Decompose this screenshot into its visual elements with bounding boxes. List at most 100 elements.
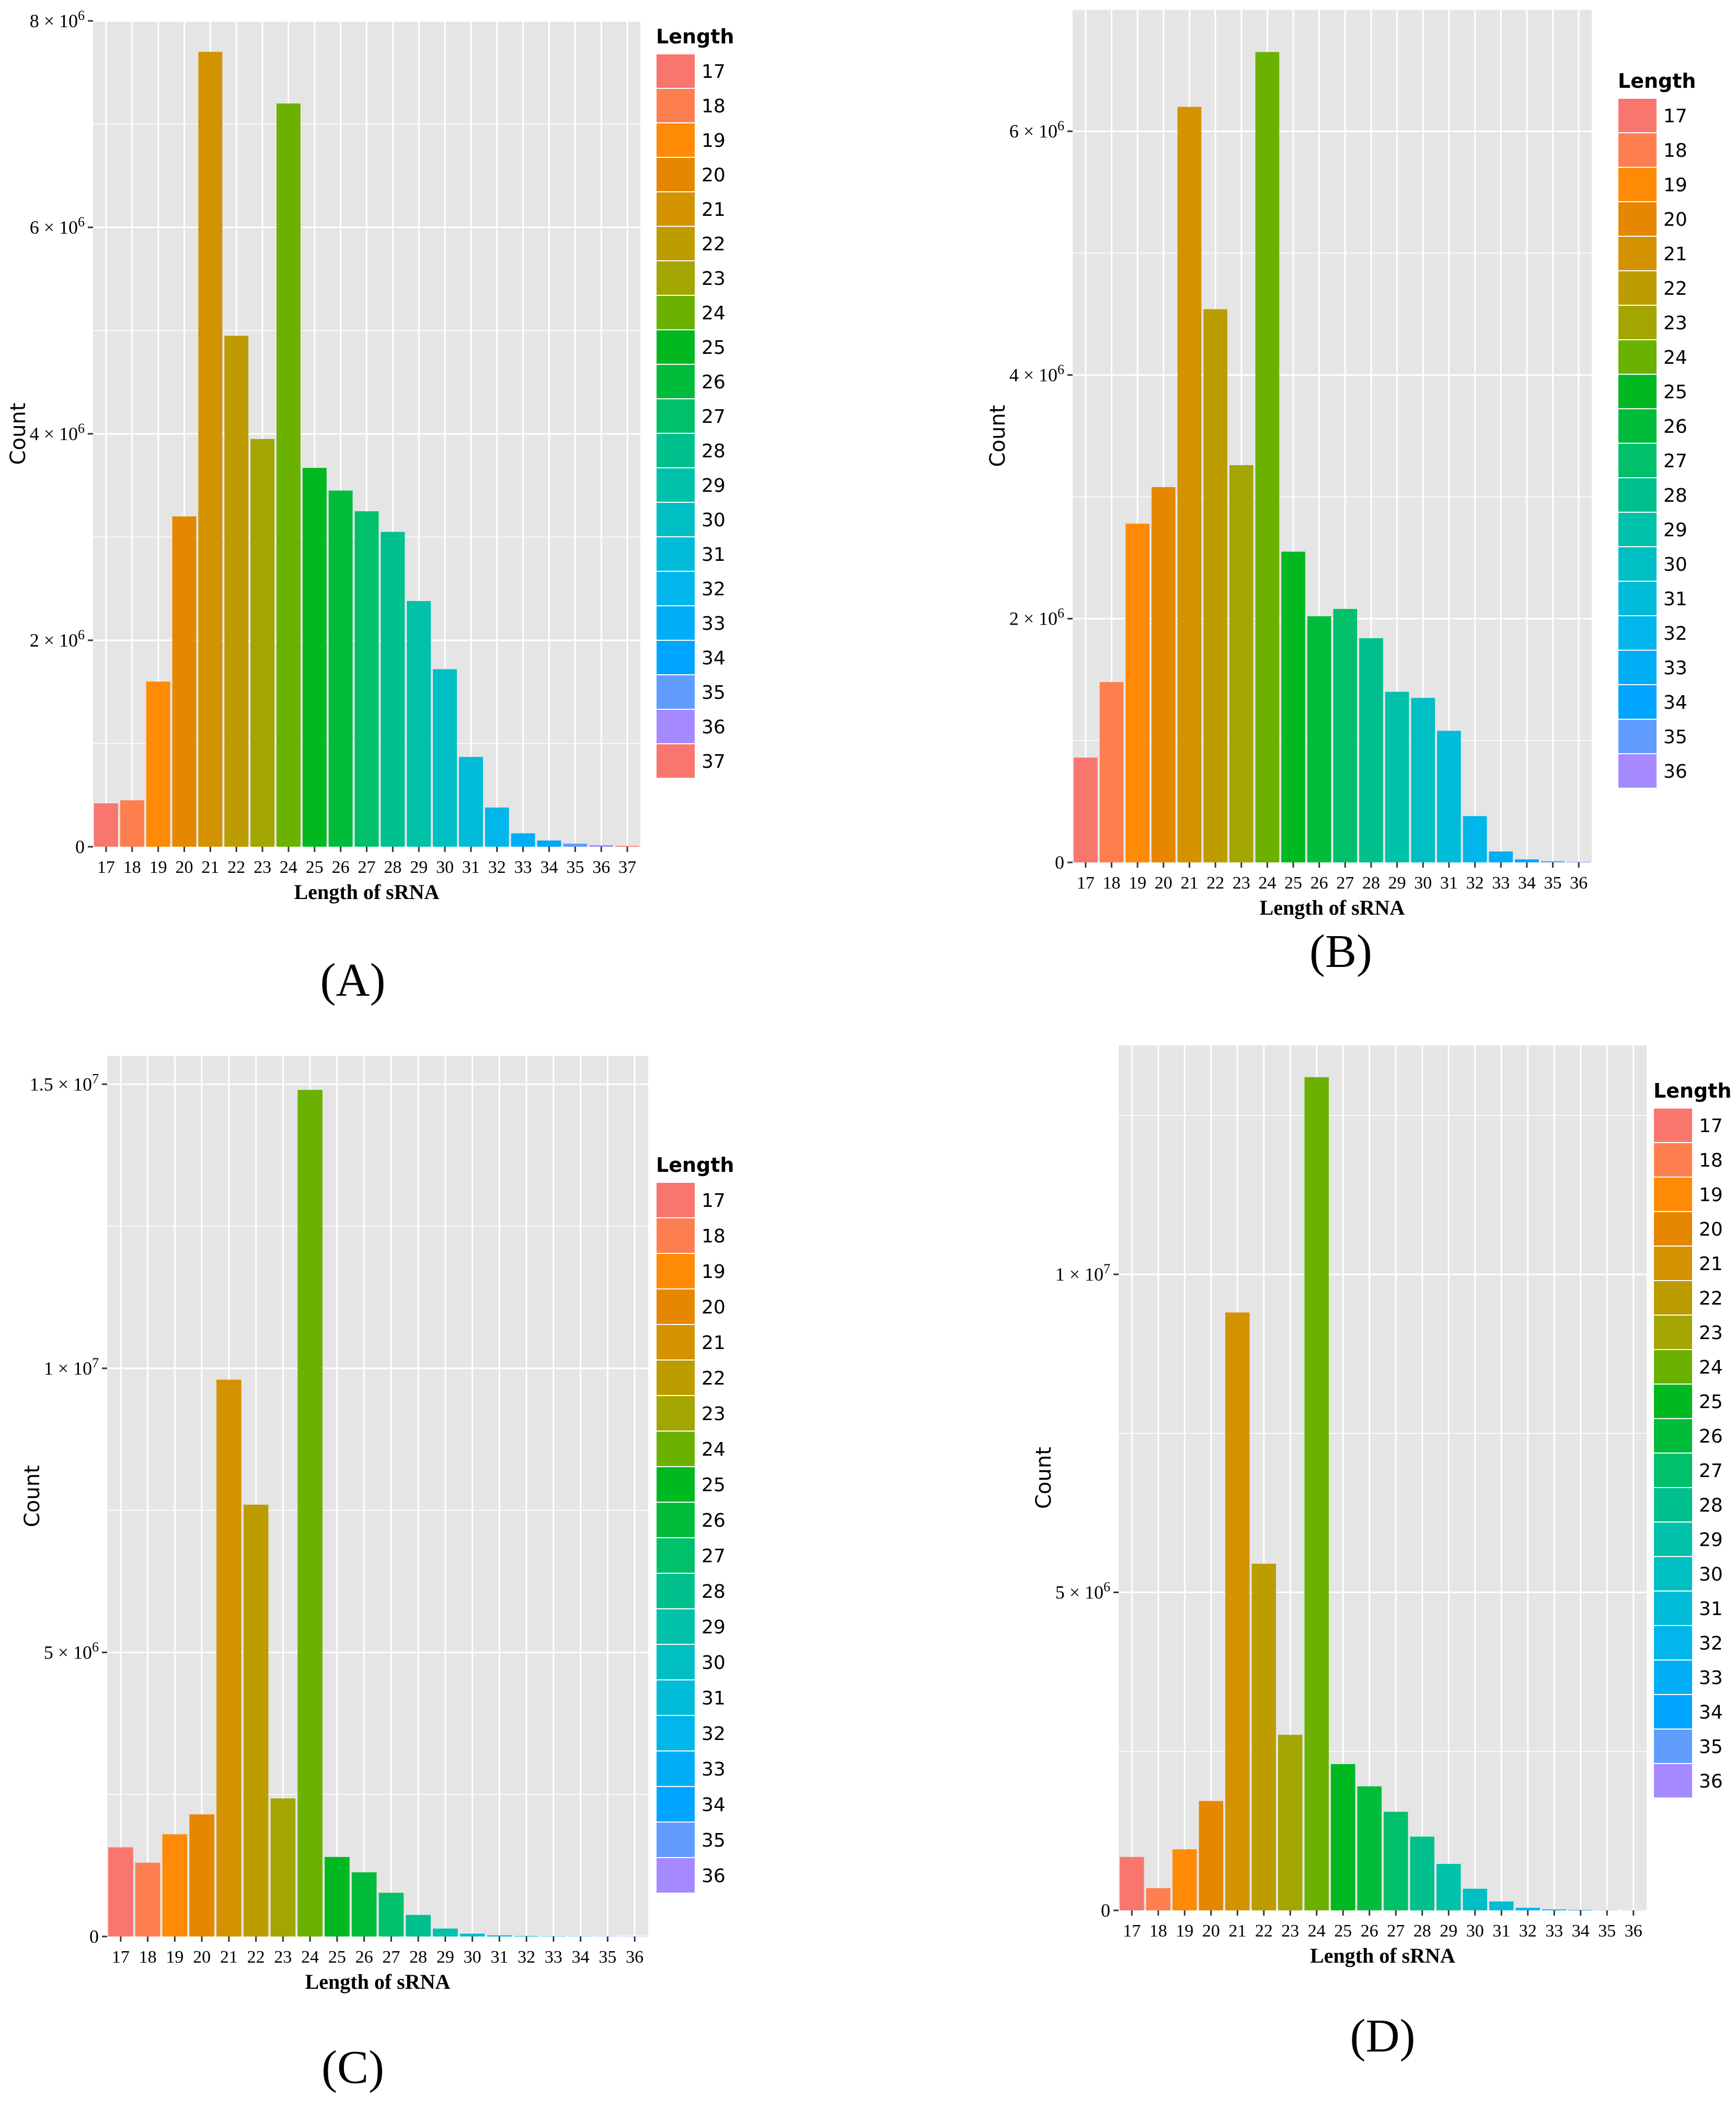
bar-length-34 xyxy=(1515,859,1539,862)
bar-length-25 xyxy=(325,1857,350,1937)
legend-label-19: 19 xyxy=(1699,1184,1723,1206)
legend-label-22: 22 xyxy=(702,1368,726,1389)
bar-length-33 xyxy=(1542,1909,1567,1910)
legend-label-35: 35 xyxy=(1699,1736,1723,1758)
legend-swatch-30 xyxy=(1617,546,1658,582)
legend-swatch-35 xyxy=(656,674,696,710)
legend-label-36: 36 xyxy=(1663,761,1687,782)
bar-length-27 xyxy=(354,511,379,847)
x-tick-label: 20 xyxy=(193,1947,211,1967)
x-tick-label: 35 xyxy=(599,1947,616,1967)
x-tick-label: 31 xyxy=(462,858,480,877)
bar-length-29 xyxy=(1436,1864,1461,1910)
legend-label-18: 18 xyxy=(702,1226,726,1247)
legend-label-17: 17 xyxy=(1663,106,1687,127)
x-tick-label: 21 xyxy=(1180,873,1198,893)
y-axis-title: Count xyxy=(1032,1447,1056,1509)
legend-swatch-24 xyxy=(656,1431,696,1467)
legend-swatch-33 xyxy=(656,1750,696,1787)
legend-swatch-17 xyxy=(656,53,696,89)
bar-length-32 xyxy=(514,1935,539,1937)
legend-swatch-19 xyxy=(656,1253,696,1289)
bar-length-33 xyxy=(1489,851,1513,862)
legend-swatch-35 xyxy=(656,1822,696,1858)
legend-swatch-24 xyxy=(1617,339,1658,375)
x-tick-label: 30 xyxy=(1466,1921,1484,1941)
bar-length-31 xyxy=(487,1935,512,1937)
bar-length-26 xyxy=(351,1872,377,1937)
legend-label-22: 22 xyxy=(1663,278,1687,299)
y-tick-label: 4 × 106 xyxy=(30,421,85,444)
legend-label-34: 34 xyxy=(1663,692,1687,713)
x-tick-label: 36 xyxy=(1570,873,1588,893)
bar-length-33 xyxy=(541,1936,566,1937)
legend-label-36: 36 xyxy=(1699,1771,1723,1792)
x-tick-label: 31 xyxy=(1492,1921,1510,1941)
x-tick-label: 35 xyxy=(566,858,584,877)
x-tick-label: 36 xyxy=(592,858,610,877)
bar-length-22 xyxy=(1203,309,1227,862)
bar-length-19 xyxy=(1172,1849,1197,1910)
bar-length-30 xyxy=(433,669,457,847)
legend-swatch-34 xyxy=(1617,684,1658,720)
legend-swatch-19 xyxy=(1617,167,1658,202)
legend-swatch-21 xyxy=(1617,236,1658,271)
legend-swatch-20 xyxy=(1617,201,1658,237)
legend-label-22: 22 xyxy=(702,234,726,255)
legend-swatch-32 xyxy=(656,1715,696,1751)
legend-swatch-21 xyxy=(656,191,696,227)
legend-title: Length xyxy=(1653,1079,1731,1102)
legend-swatch-33 xyxy=(1617,650,1658,685)
x-tick-label: 26 xyxy=(1310,873,1328,893)
y-tick-label: 5 × 106 xyxy=(44,1639,99,1663)
legend-swatch-30 xyxy=(656,502,696,537)
y-tick-label: 0 xyxy=(1055,852,1064,873)
legend-swatch-18 xyxy=(656,88,696,123)
x-tick-label: 20 xyxy=(176,858,193,877)
legend-swatch-28 xyxy=(656,1573,696,1609)
bar-length-18 xyxy=(135,1862,160,1937)
legend-label-24: 24 xyxy=(1699,1357,1723,1378)
bar-length-23 xyxy=(1278,1735,1303,1910)
legend-label-17: 17 xyxy=(1699,1115,1723,1137)
legend-swatch-25 xyxy=(656,329,696,365)
bar-length-35 xyxy=(1595,1910,1619,1911)
x-tick-label: 17 xyxy=(112,1947,130,1967)
x-axis-title: Length of sRNA xyxy=(1260,896,1405,919)
bar-length-19 xyxy=(146,682,170,847)
bar-length-17 xyxy=(108,1847,133,1937)
y-tick-label: 1 × 107 xyxy=(44,1355,99,1379)
legend-swatch-18 xyxy=(1617,132,1658,168)
legend-swatch-26 xyxy=(1653,1418,1693,1454)
legend-label-29: 29 xyxy=(702,475,726,497)
x-tick-label: 29 xyxy=(1388,873,1406,893)
x-tick-label: 28 xyxy=(384,858,401,877)
legend-label-21: 21 xyxy=(702,199,726,221)
legend-label-37: 37 xyxy=(702,751,726,773)
x-tick-label: 35 xyxy=(1598,1921,1616,1941)
legend-label-34: 34 xyxy=(702,1794,726,1816)
legend-swatch-28 xyxy=(1653,1487,1693,1523)
x-tick-label: 27 xyxy=(1387,1921,1405,1941)
y-tick-label: 0 xyxy=(89,1926,99,1947)
bar-length-18 xyxy=(120,800,144,847)
y-axis-title: Count xyxy=(6,403,30,465)
legend-label-23: 23 xyxy=(1699,1322,1723,1344)
legend-label-34: 34 xyxy=(702,648,726,669)
x-tick-label: 27 xyxy=(382,1947,400,1967)
legend-label-27: 27 xyxy=(702,1546,726,1567)
bar-length-36 xyxy=(589,845,614,847)
legend-label-20: 20 xyxy=(1699,1219,1723,1240)
x-tick-label: 18 xyxy=(123,858,141,877)
legend-swatch-18 xyxy=(1653,1142,1693,1178)
y-tick-label: 0 xyxy=(1101,1900,1110,1921)
legend-swatch-25 xyxy=(1653,1384,1693,1419)
legend-label-25: 25 xyxy=(702,337,726,359)
y-tick-label: 0 xyxy=(75,836,85,857)
legend-label-27: 27 xyxy=(1699,1460,1723,1482)
legend-swatch-22 xyxy=(656,226,696,261)
legend-label-30: 30 xyxy=(1699,1564,1723,1585)
bar-length-31 xyxy=(458,757,483,847)
legend-label-23: 23 xyxy=(702,268,726,290)
